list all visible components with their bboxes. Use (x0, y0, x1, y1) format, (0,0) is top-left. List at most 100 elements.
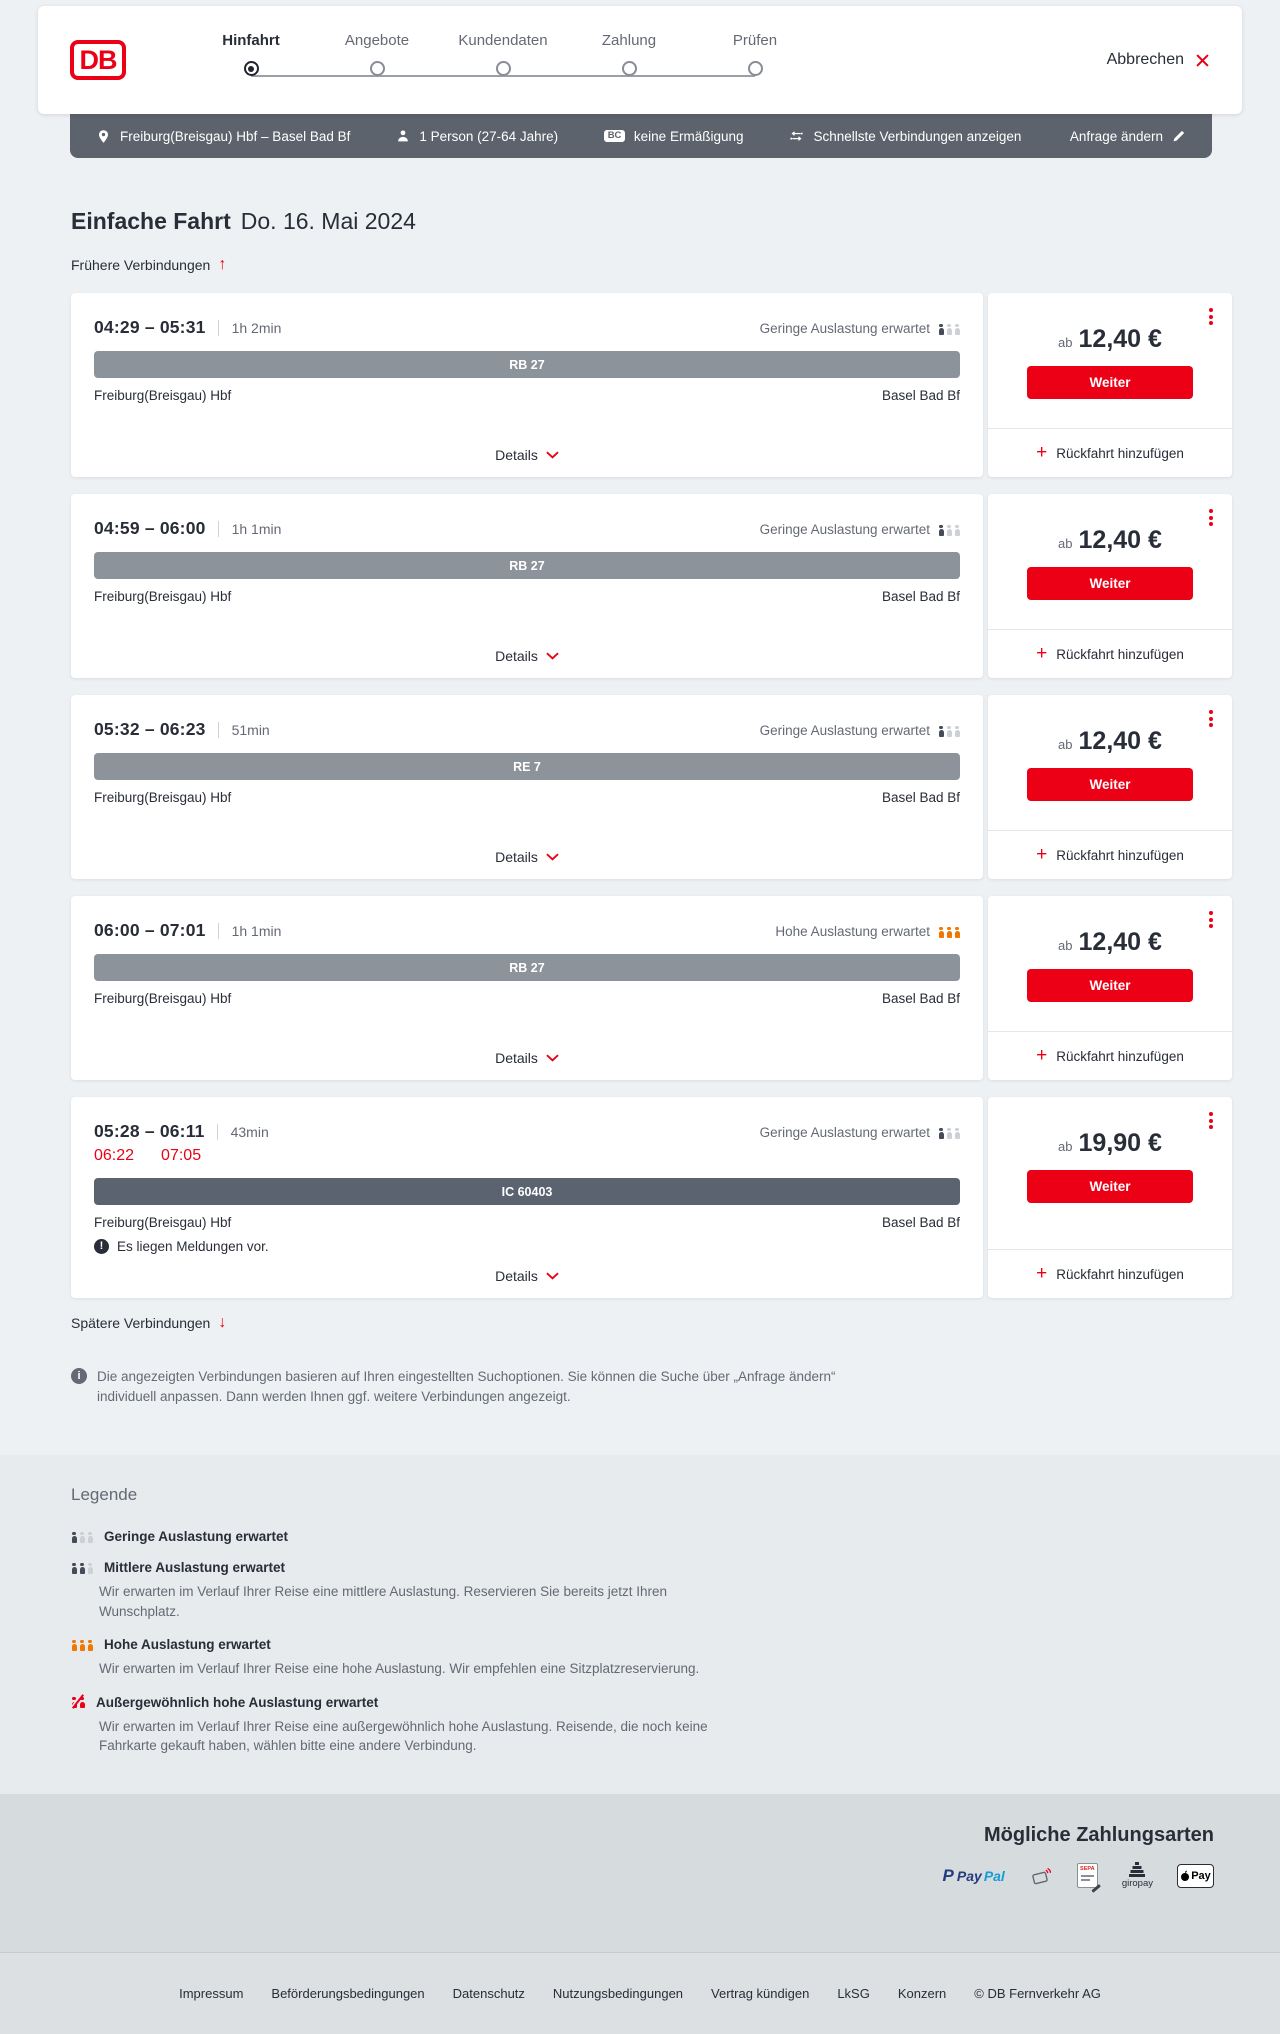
page-title: Einfache Fahrt Do. 16. Mai 2024 (71, 208, 1232, 235)
occupancy: Hohe Auslastung erwartet (775, 924, 960, 939)
more-options-button[interactable] (1207, 1110, 1215, 1131)
step-prüfen[interactable]: Prüfen (692, 32, 818, 76)
more-options-button[interactable] (1207, 708, 1215, 729)
footer-link[interactable]: LkSG (837, 1986, 870, 2001)
plus-icon: + (1036, 642, 1048, 664)
legend-label: Außergewöhnlich hohe Auslastung erwartet (96, 1694, 379, 1710)
add-return-button[interactable]: + Rückfahrt hinzufügen (988, 1031, 1232, 1080)
footer-link[interactable]: Impressum (179, 1986, 244, 2001)
step-label: Angebote (344, 32, 410, 49)
weiter-button[interactable]: Weiter (1027, 768, 1193, 801)
more-options-button[interactable] (1207, 909, 1215, 930)
destination-station: Basel Bad Bf (881, 589, 960, 604)
price-value: 19,90 € (1078, 1129, 1162, 1157)
close-icon (1196, 53, 1209, 67)
price-prefix: ab (1058, 737, 1073, 752)
add-return-button[interactable]: + Rückfahrt hinzufügen (988, 830, 1232, 879)
edit-request-button[interactable]: Anfrage ändern (1070, 129, 1186, 144)
price: ab 19,90 € (1058, 1129, 1162, 1158)
train-segment-bar[interactable]: RB 27 (94, 351, 960, 378)
train-segment-bar[interactable]: RB 27 (94, 552, 960, 579)
details-button[interactable]: Details (94, 433, 960, 463)
sort-arrows-icon (790, 131, 804, 141)
sort-option[interactable]: Schnellste Verbindungen anzeigen (789, 129, 1021, 144)
copyright: © DB Fernverkehr AG (974, 1986, 1101, 2001)
header: DB Hinfahrt Angebote Kundendaten Zahlung Prü… (38, 6, 1242, 114)
connection-row: 04:59 – 06:00 1h 1min Geringe Auslastung … (71, 494, 1232, 678)
bahncard-icon: BC (604, 129, 625, 143)
connection-times: 05:32 – 06:23 (94, 719, 206, 739)
details-button[interactable]: Details (94, 835, 960, 865)
earlier-connections-label: Frühere Verbindungen (71, 257, 211, 273)
more-options-button[interactable] (1207, 507, 1215, 528)
step-dot-icon (621, 61, 637, 76)
train-label: RB 27 (509, 558, 545, 573)
step-hinfahrt[interactable]: Hinfahrt (188, 32, 314, 76)
occupancy-low-icon (938, 725, 960, 737)
footer-link[interactable]: Beförderungsbedingungen (271, 1986, 425, 2001)
train-label: RE 7 (513, 759, 541, 774)
footer-link[interactable]: Nutzungsbedingungen (552, 1986, 684, 2001)
legend-heading: Legende (71, 1485, 138, 1504)
footer-link[interactable]: Vertrag kündigen (711, 1986, 810, 2001)
train-segment-bar[interactable]: RE 7 (94, 753, 960, 780)
weiter-button[interactable]: Weiter (1027, 1170, 1193, 1203)
cancel-button[interactable]: Abbrechen (1107, 51, 1210, 69)
price-prefix: ab (1058, 335, 1073, 350)
step-zahlung[interactable]: Zahlung (566, 32, 692, 76)
details-button[interactable]: Details (94, 1254, 960, 1284)
price: ab 12,40 € (1058, 526, 1162, 555)
payment-methods: P Pay Pal SEPA giropay (71, 1862, 1214, 1892)
add-return-label: Rückfahrt hinzufügen (1056, 847, 1184, 863)
occupancy-low-icon (71, 1531, 93, 1543)
notice-row: ! Es liegen Meldungen vor. (94, 1239, 960, 1254)
connection-duration: 1h 1min (217, 923, 282, 939)
chevron-down-icon (546, 451, 559, 459)
plus-icon: + (1036, 1044, 1048, 1066)
legend-description: Wir erwarten im Verlauf Ihrer Reise eine… (99, 1718, 708, 1754)
train-segment-bar[interactable]: IC 60403 (94, 1178, 960, 1205)
add-return-button[interactable]: + Rückfahrt hinzufügen (988, 1249, 1232, 1298)
occupancy: Geringe Auslastung erwartet (760, 321, 960, 336)
origin-station: Freiburg(Breisgau) Hbf (94, 991, 232, 1006)
connection-times: 04:29 – 05:31 (94, 317, 206, 337)
more-options-button[interactable] (1207, 306, 1215, 327)
legend-items: Geringe Auslastung erwartet Mittlere Ausl… (71, 1529, 1232, 1756)
weiter-button[interactable]: Weiter (1027, 366, 1193, 399)
connection-duration: 43min (216, 1124, 269, 1140)
train-segment-bar[interactable]: RB 27 (94, 954, 960, 981)
edit-request-label: Anfrage ändern (1069, 128, 1163, 144)
payment-heading: Mögliche Zahlungsarten (983, 1824, 1214, 1846)
add-return-button[interactable]: + Rückfahrt hinzufügen (988, 428, 1232, 477)
occupancy: Geringe Auslastung erwartet (760, 1125, 960, 1140)
chevron-down-icon (546, 1272, 559, 1280)
connection-duration: 1h 1min (217, 521, 282, 537)
connection-duration: 51min (217, 722, 270, 738)
legend-section: Legende Geringe Auslastung erwartet Mittl… (0, 1455, 1280, 1794)
step-angebote[interactable]: Angebote (314, 32, 440, 76)
passenger-summary: 1 Person (27-64 Jahre) (396, 129, 558, 144)
chevron-down-icon (546, 652, 559, 660)
add-return-button[interactable]: + Rückfahrt hinzufügen (988, 629, 1232, 678)
later-connections-link[interactable]: Spätere Verbindungen ↓ (71, 1315, 226, 1332)
occupancy-medium-icon (71, 1562, 93, 1574)
info-icon: i (71, 1368, 87, 1384)
train-label: RB 27 (509, 357, 545, 372)
db-logo[interactable]: DB (70, 40, 126, 80)
footer-link[interactable]: Datenschutz (452, 1986, 525, 2001)
earlier-connections-link[interactable]: Frühere Verbindungen ↑ (71, 257, 226, 274)
delayed-arrival: 07:05 (161, 1147, 202, 1164)
add-return-label: Rückfahrt hinzufügen (1056, 445, 1184, 461)
occupancy-high-icon (71, 1639, 93, 1651)
step-label: Kundendaten (458, 32, 548, 49)
step-kundendaten[interactable]: Kundendaten (440, 32, 566, 76)
price: ab 12,40 € (1058, 928, 1162, 957)
weiter-button[interactable]: Weiter (1027, 969, 1193, 1002)
details-button[interactable]: Details (94, 1036, 960, 1066)
occupancy: Geringe Auslastung erwartet (760, 723, 960, 738)
details-button[interactable]: Details (94, 634, 960, 664)
footer-link[interactable]: Konzern (897, 1986, 947, 2001)
connection-times: 04:59 – 06:00 (94, 518, 206, 538)
weiter-button[interactable]: Weiter (1027, 567, 1193, 600)
connection-row: 05:28 – 06:11 43min Geringe Auslastung er… (71, 1097, 1232, 1298)
